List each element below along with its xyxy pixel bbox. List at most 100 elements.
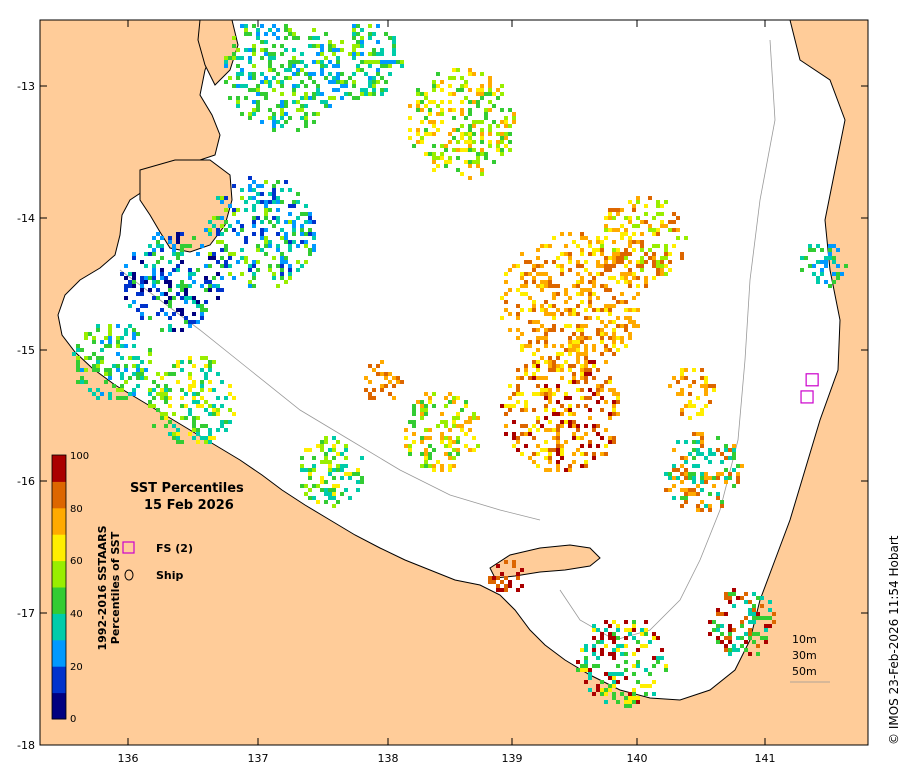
sst-pixel: [704, 376, 708, 380]
y-tick-label: -13: [17, 80, 35, 93]
sst-pixel: [604, 332, 608, 336]
sst-pixel: [320, 488, 324, 492]
sst-pixel: [220, 196, 224, 200]
sst-pixel: [680, 372, 684, 376]
sst-pixel: [548, 448, 552, 452]
sst-pixel: [248, 188, 252, 192]
sst-pixel: [648, 672, 652, 676]
fs-station-marker[interactable]: [800, 390, 814, 404]
sst-pixel: [540, 264, 544, 268]
sst-pixel: [372, 396, 376, 400]
sst-pixel: [500, 84, 504, 88]
sst-pixel: [548, 284, 552, 288]
sst-pixel: [616, 248, 620, 252]
sst-pixel: [312, 80, 316, 84]
sst-pixel: [136, 372, 140, 376]
sst-pixel: [548, 364, 552, 368]
sst-pixel: [700, 368, 704, 372]
sst-pixel: [836, 276, 840, 280]
sst-pixel: [256, 104, 260, 108]
sst-pixel: [728, 652, 732, 656]
sst-pixel: [516, 400, 520, 404]
sst-pixel: [496, 88, 500, 92]
sst-pixel: [188, 384, 192, 388]
sst-pixel: [240, 228, 244, 232]
sst-pixel: [256, 28, 260, 32]
sst-pixel: [512, 120, 516, 124]
fs-station-marker[interactable]: [805, 373, 819, 387]
sst-pixel: [516, 312, 520, 316]
sst-pixel: [188, 268, 192, 272]
sst-pixel: [272, 216, 276, 220]
sst-pixel: [468, 416, 472, 420]
sst-pixel: [516, 392, 520, 396]
sst-pixel: [224, 260, 228, 264]
sst-pixel: [580, 464, 584, 468]
sst-pixel: [604, 688, 608, 692]
sst-pixel: [128, 324, 132, 328]
sst-pixel: [488, 124, 492, 128]
sst-pixel: [260, 184, 264, 188]
sst-pixel: [436, 424, 440, 428]
sst-pixel: [296, 100, 300, 104]
sst-pixel: [280, 200, 284, 204]
sst-pixel: [148, 276, 152, 280]
sst-pixel: [532, 436, 536, 440]
sst-pixel: [336, 72, 340, 76]
sst-pixel: [336, 88, 340, 92]
sst-pixel: [160, 388, 164, 392]
sst-pixel: [256, 244, 260, 248]
sst-pixel: [308, 232, 312, 236]
sst-pixel: [556, 364, 560, 368]
sst-pixel: [732, 628, 736, 632]
sst-pixel: [572, 376, 576, 380]
sst-pixel: [612, 640, 616, 644]
sst-pixel: [488, 140, 492, 144]
sst-pixel: [540, 424, 544, 428]
sst-pixel: [268, 208, 272, 212]
sst-pixel: [620, 300, 624, 304]
sst-pixel: [288, 32, 292, 36]
sst-pixel: [728, 596, 732, 600]
sst-pixel: [160, 292, 164, 296]
sst-pixel: [196, 252, 200, 256]
sst-pixel: [480, 92, 484, 96]
sst-pixel: [504, 560, 508, 564]
sst-pixel: [552, 412, 556, 416]
sst-pixel: [376, 372, 380, 376]
sst-pixel: [728, 448, 732, 452]
sst-pixel: [232, 84, 236, 88]
sst-pixel: [572, 412, 576, 416]
sst-pixel: [564, 420, 568, 424]
sst-pixel: [680, 496, 684, 500]
sst-pixel: [612, 636, 616, 640]
sst-pixel: [328, 60, 332, 64]
sst-pixel: [280, 112, 284, 116]
sst-pixel: [400, 380, 404, 384]
sst-pixel: [124, 284, 128, 288]
sst-pixel: [460, 108, 464, 112]
sst-pixel: [612, 412, 616, 416]
sst-pixel: [576, 668, 580, 672]
sst-pixel: [240, 56, 244, 60]
sst-pixel: [576, 312, 580, 316]
sst-pixel: [600, 692, 604, 696]
sst-pixel: [124, 380, 128, 384]
sst-pixel: [524, 372, 528, 376]
sst-pixel: [492, 576, 496, 580]
sst-pixel: [724, 476, 728, 480]
sst-pixel: [676, 440, 680, 444]
sst-pixel: [720, 612, 724, 616]
sst-pixel: [100, 356, 104, 360]
sst-pixel: [640, 240, 644, 244]
sst-pixel: [316, 92, 320, 96]
sst-pixel: [724, 448, 728, 452]
sst-pixel: [592, 292, 596, 296]
sst-pixel: [824, 260, 828, 264]
sst-pixel: [628, 628, 632, 632]
y-axis: -13 -14 -15 -16 -17 -18: [17, 80, 868, 752]
sst-pixel: [128, 304, 132, 308]
sst-pixel: [688, 488, 692, 492]
sst-pixel: [596, 384, 600, 388]
sst-pixel: [464, 148, 468, 152]
